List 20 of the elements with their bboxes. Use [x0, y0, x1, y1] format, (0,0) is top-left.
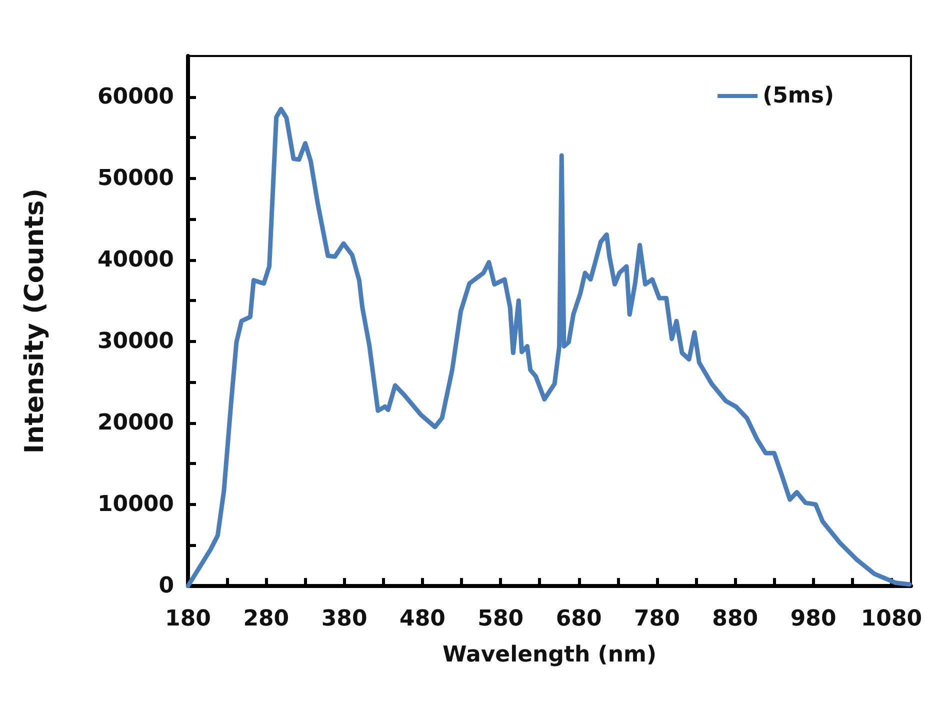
y-tick-label: 0	[158, 574, 174, 598]
x-tick-label: 480	[400, 606, 446, 632]
x-axis-title: Wavelength (nm)	[442, 642, 656, 668]
legend-label: (5ms)	[762, 84, 834, 108]
y-tick-label: 60000	[97, 84, 174, 110]
x-tick-label: 980	[790, 606, 836, 632]
x-tick-label: 580	[478, 606, 524, 632]
y-tick-label: 10000	[97, 492, 174, 517]
x-tick-label: 1080	[860, 606, 922, 632]
y-tick-label: 30000	[97, 328, 174, 354]
x-tick-label: 680	[556, 606, 602, 632]
x-tick-label: 180	[165, 606, 211, 632]
x-tick-label: 880	[712, 606, 758, 632]
x-tick-label: 780	[634, 606, 680, 632]
y-axis-title: Intensity (Counts)	[20, 188, 50, 454]
y-tick-label: 50000	[97, 166, 174, 191]
y-tick-label: 20000	[97, 410, 174, 436]
x-tick-label: 380	[321, 606, 368, 632]
x-tick-label: 280	[243, 606, 290, 632]
y-tick-label: 40000	[97, 247, 174, 272]
